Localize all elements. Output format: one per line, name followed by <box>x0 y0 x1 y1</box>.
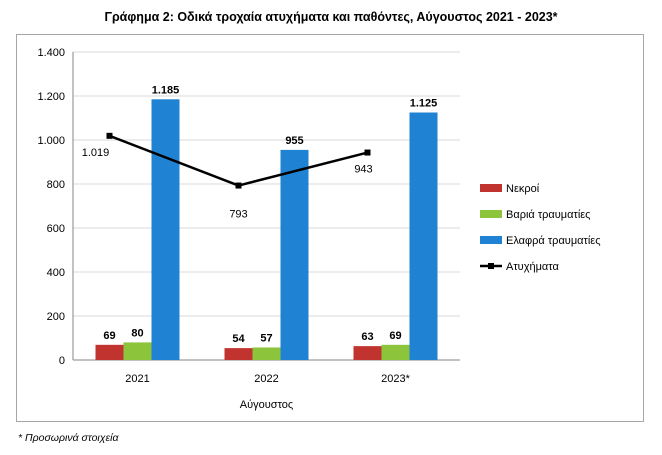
footnote: * Προσωρινά στοιχεία <box>18 432 119 444</box>
y-tick-label-7: 1.400 <box>37 47 65 59</box>
bar-label-2-2: 1.125 <box>410 98 438 110</box>
line-point-0-2 <box>364 149 371 156</box>
y-tick-label-3: 600 <box>47 223 65 235</box>
x-axis-title: Αύγουστος <box>240 399 293 411</box>
bar-label-2-0: 1.185 <box>152 84 180 96</box>
bar-1-0 <box>123 342 152 360</box>
legend-label-1: Βαριά τραυματίες <box>506 209 590 221</box>
chart-title: Γράφημα 2: Οδικά τροχαία ατυχήματα και π… <box>104 10 558 24</box>
bar-0-2 <box>353 346 382 360</box>
bar-label-1-1: 57 <box>260 332 272 344</box>
line-series-0 <box>109 134 368 187</box>
bar-2-2 <box>409 112 438 360</box>
bar-label-0-0: 69 <box>103 330 115 342</box>
y-tick-label-2: 400 <box>47 267 65 279</box>
y-tick-label-5: 1.000 <box>37 135 65 147</box>
line-label-0-1: 793 <box>229 209 247 221</box>
legend-label-0: Νεκροί <box>506 183 540 195</box>
legend-swatch-2 <box>480 236 502 244</box>
legend-label-2: Ελαφρά τραυματίες <box>506 235 601 247</box>
bar-0-0 <box>95 344 124 360</box>
line-label-0-2: 943 <box>354 164 372 176</box>
y-tick-label-1: 200 <box>47 311 65 323</box>
line-point-0-1 <box>235 182 242 189</box>
legend-swatch-0 <box>480 184 502 192</box>
bar-label-1-2: 69 <box>389 330 401 342</box>
line-label-0-0: 1.019 <box>82 147 110 159</box>
bar-2-1 <box>280 149 309 360</box>
bar-label-2-1: 955 <box>285 135 303 147</box>
legend-label-3: Ατυχήματα <box>506 261 559 273</box>
y-tick-label-6: 1.200 <box>37 91 65 103</box>
bar-2-0 <box>151 99 180 361</box>
bar-label-1-0: 80 <box>131 327 143 339</box>
legend-marker-3 <box>488 263 494 269</box>
chart-frame <box>16 34 644 422</box>
bar-label-0-1: 54 <box>232 333 245 345</box>
bar-0-1 <box>224 348 253 360</box>
y-tick-label-4: 800 <box>47 179 65 191</box>
x-tick-label-1: 2022 <box>254 373 278 385</box>
legend-swatch-1 <box>480 210 502 218</box>
x-tick-label-2: 2023* <box>381 373 410 385</box>
y-tick-label-0: 0 <box>59 355 65 367</box>
line-point-0-0 <box>106 132 113 139</box>
bar-label-0-2: 63 <box>361 331 373 343</box>
bar-1-1 <box>252 347 281 360</box>
x-tick-label-0: 2021 <box>125 373 149 385</box>
bar-1-2 <box>381 344 410 360</box>
